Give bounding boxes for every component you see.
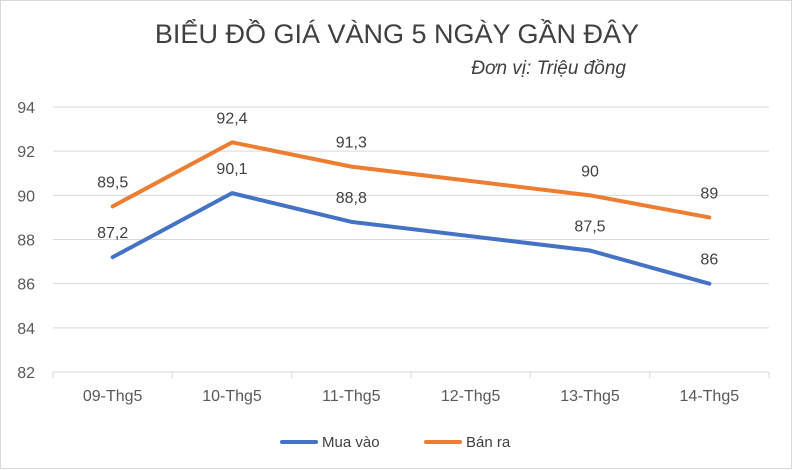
legend-label: Bán ra — [466, 434, 511, 451]
x-axis-ticks: 09-Thg5 10-Thg5 11-Thg5 12-Thg5 13-Thg5 14-Th… — [52, 372, 770, 405]
gridlines — [53, 106, 769, 373]
series-line-ban-ra — [110, 140, 712, 220]
data-label: 89 — [700, 185, 718, 202]
series-lines — [110, 140, 712, 286]
y-tick-label: 82 — [17, 365, 35, 382]
x-tick-label: 13-Thg5 — [560, 388, 620, 405]
y-tick-label: 84 — [17, 321, 35, 338]
data-label: 87,2 — [97, 225, 128, 242]
data-label: 89,5 — [97, 174, 128, 191]
data-label: 91,3 — [336, 135, 367, 152]
series-line-mua-vao — [110, 191, 712, 286]
y-tick-label: 92 — [17, 144, 35, 161]
data-label: 87,5 — [574, 219, 605, 236]
data-label: 90 — [581, 163, 599, 180]
data-label: 88,8 — [336, 190, 367, 207]
y-tick-label: 90 — [17, 188, 35, 205]
y-axis-ticks: 82 84 86 88 90 92 94 — [17, 100, 35, 382]
x-tick-label: 14-Thg5 — [680, 388, 740, 405]
data-label: 90,1 — [216, 161, 247, 178]
data-label: 92,4 — [216, 110, 247, 127]
y-tick-label: 94 — [17, 100, 35, 117]
chart-subtitle: Đơn vị: Triệu đồng — [471, 58, 626, 79]
y-tick-label: 86 — [17, 277, 35, 294]
legend-label: Mua vào — [322, 434, 380, 451]
x-tick-label: 09-Thg5 — [83, 388, 143, 405]
x-tick-label: 10-Thg5 — [202, 388, 262, 405]
data-label: 86 — [700, 252, 718, 269]
legend: Mua vào Bán ra — [280, 434, 511, 451]
x-tick-label: 12-Thg5 — [441, 388, 501, 405]
y-tick-label: 88 — [17, 233, 35, 250]
x-tick-label: 11-Thg5 — [322, 388, 381, 405]
chart-title: BIỂU ĐỒ GIÁ VÀNG 5 NGÀY GẦN ĐÂY — [155, 18, 639, 49]
data-labels: 87,2 90,1 88,8 87,5 86 89,5 92,4 91,3 90 89 — [97, 110, 718, 268]
